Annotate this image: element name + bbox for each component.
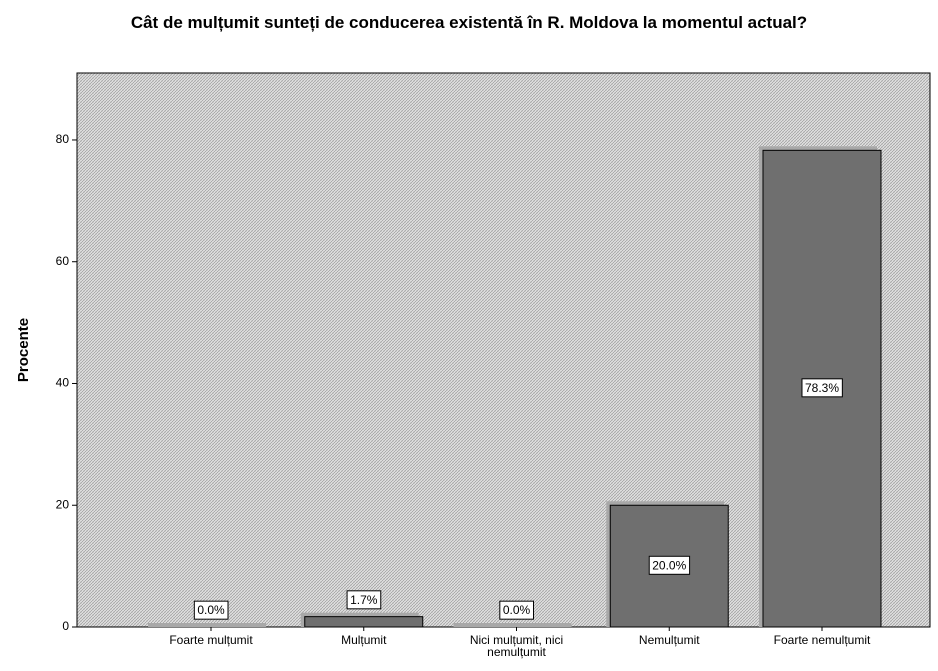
x-tick-label: Foarte nemulțumit	[773, 633, 871, 647]
value-label: 78.3%	[805, 381, 839, 395]
y-axis-label: Procente	[15, 318, 32, 382]
y-tick-label: 20	[56, 497, 70, 511]
bar-shadow	[148, 623, 266, 627]
x-tick-label: Nici mulțumit, nici nemulțumit	[469, 633, 564, 659]
y-tick-label: 0	[62, 619, 69, 633]
bar	[304, 616, 424, 628]
value-label-box	[193, 600, 229, 620]
value-label: 0.0%	[197, 603, 225, 617]
y-tick-label: 40	[56, 376, 70, 390]
value-label: 20.0%	[652, 558, 686, 572]
y-tick-label: 80	[56, 132, 70, 146]
x-tick-label: Nemulțumit	[638, 633, 700, 647]
x-tick-label: Foarte mulțumit	[169, 633, 253, 647]
value-label: 1.7%	[350, 593, 378, 607]
value-label-box	[499, 600, 535, 620]
value-label-box	[346, 590, 382, 610]
value-label: 0.0%	[503, 603, 531, 617]
value-label-box	[801, 378, 843, 398]
bar-shadow	[453, 623, 572, 627]
value-label-box	[648, 555, 691, 575]
y-tick-label: 60	[56, 254, 70, 268]
chart-title: Cât de mulțumit sunteți de conducerea ex…	[130, 13, 808, 32]
x-tick-label: Mulțumit	[341, 633, 387, 647]
